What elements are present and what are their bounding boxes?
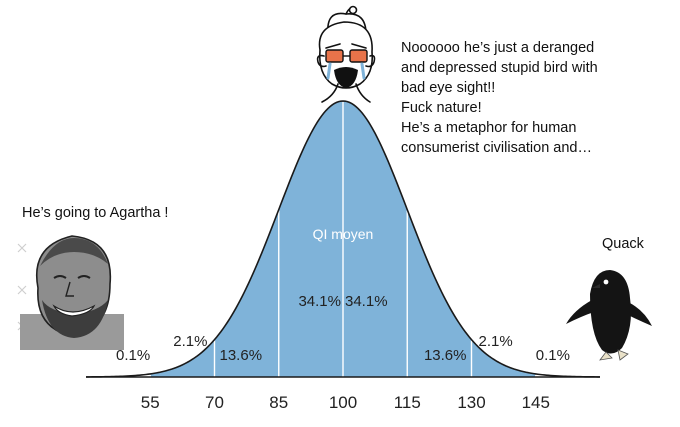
x-tick-label: 115: [394, 393, 421, 412]
x-tick-label: 55: [141, 393, 160, 412]
percent-label: 34.1%: [345, 293, 388, 310]
soyjak-speech-line: and depressed stupid bird with: [401, 60, 598, 76]
x-tick-label: 70: [205, 393, 224, 412]
soyjak-speech: Noooooo he’s just a deranged and depress…: [401, 38, 671, 158]
soyjak-speech-line: consumerist civilisation and…: [401, 140, 592, 156]
x-tick-label: 145: [522, 393, 550, 412]
x-tick-labels: 55 70 85 100 115 130 145: [141, 393, 550, 412]
percent-label: 13.6%: [424, 347, 467, 364]
x-tick-label: 100: [329, 393, 357, 412]
curve-outline: [85, 100, 601, 378]
x-tick-label: 85: [269, 393, 288, 412]
percent-label: 2.1%: [479, 333, 513, 350]
percent-label: 2.1%: [173, 333, 207, 350]
crying-soyjak-icon: [316, 5, 376, 103]
grinning-bearded-man-icon: [17, 235, 124, 350]
soyjak-speech-line: Fuck nature!: [401, 100, 482, 116]
percent-label: 0.1%: [116, 347, 150, 364]
soyjak-speech-line: Noooooo he’s just a deranged: [401, 40, 595, 56]
soyjak-speech-line: He’s a metaphor for human: [401, 120, 577, 136]
segment-dividers: [149, 102, 537, 377]
soyjak-speech-line: bad eye sight!!: [401, 80, 496, 96]
curve-center-label: QI moyen: [313, 226, 374, 242]
percent-label: 34.1%: [298, 293, 341, 310]
percent-label: 0.1%: [536, 347, 570, 364]
left-speech: He’s going to Agartha !: [22, 205, 169, 221]
right-speech: Quack: [602, 236, 644, 252]
percent-labels: 0.1% 2.1% 13.6% 34.1% 34.1% 13.6% 2.1% 0.1%: [116, 293, 570, 364]
x-tick-label: 130: [457, 393, 485, 412]
penguin-icon: [566, 270, 652, 361]
percent-label: 13.6%: [220, 347, 263, 364]
